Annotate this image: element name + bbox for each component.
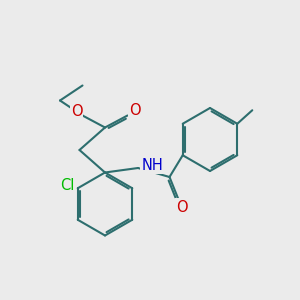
Text: O: O — [71, 104, 82, 119]
Text: O: O — [176, 200, 187, 214]
Text: NH: NH — [142, 158, 163, 172]
Text: O: O — [129, 103, 141, 118]
Text: Cl: Cl — [60, 178, 74, 193]
